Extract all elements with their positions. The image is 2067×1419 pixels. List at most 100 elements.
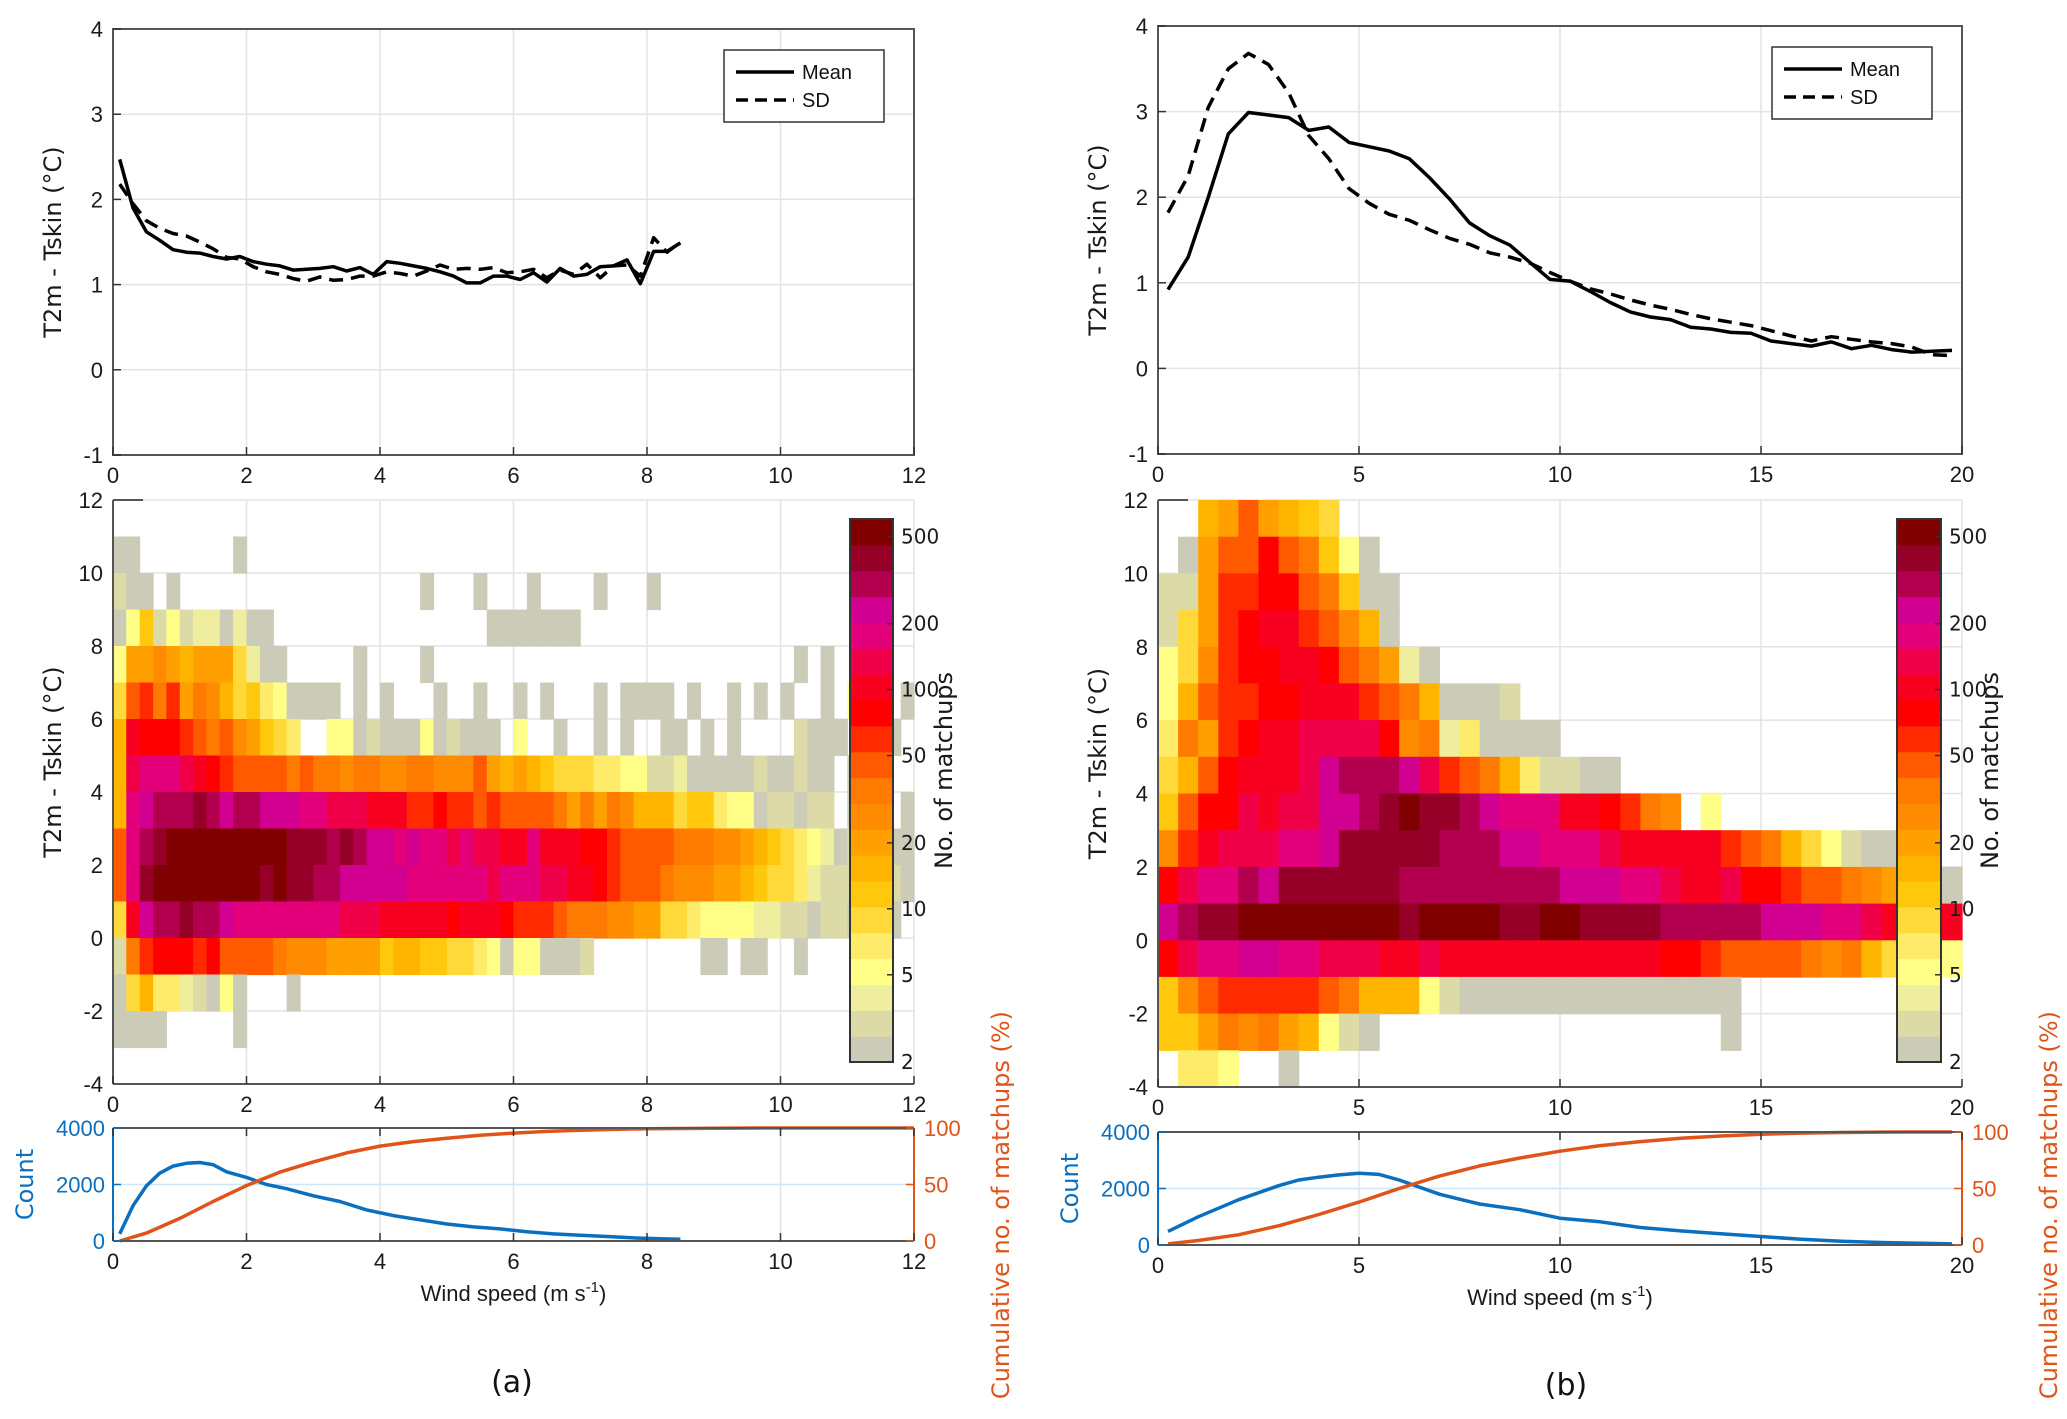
heatmap-cell	[807, 865, 822, 903]
heatmap-cell	[1640, 830, 1662, 868]
heatmap-cell	[526, 865, 541, 903]
heatmap-cell	[139, 609, 154, 647]
heatmap-cell	[593, 792, 608, 830]
heatmap-cell	[206, 682, 221, 720]
heatmap-cell	[259, 938, 274, 976]
x-tick-label: 0	[1152, 1095, 1164, 1120]
heatmap-cell	[259, 755, 274, 793]
y-tick-label: -1	[1128, 442, 1148, 467]
heatmap-cell	[1298, 720, 1320, 758]
heatmap-cell	[1519, 940, 1541, 978]
colorbar-level	[1897, 881, 1941, 908]
heatmap-cell	[1318, 646, 1340, 685]
panel-a-tag: (a)	[491, 1365, 533, 1400]
colorbar-frame	[849, 518, 894, 1063]
heatmap-cell	[1700, 830, 1722, 868]
heatmap-cell	[620, 755, 635, 793]
heatmap-cell	[113, 719, 127, 757]
colorbar-level	[850, 596, 893, 623]
heatmap-cell	[1258, 720, 1280, 758]
heatmap-cell	[1359, 536, 1380, 574]
heatmap-cell	[340, 792, 354, 830]
heatmap-cell	[1600, 976, 1621, 1015]
heatmap-cell	[1158, 1013, 1179, 1051]
heatmap-cell	[566, 828, 581, 866]
heatmap-cell	[1338, 683, 1360, 721]
heatmap-cell	[233, 1011, 248, 1049]
heatmap-cell	[580, 755, 595, 793]
colorbar-level	[850, 700, 893, 727]
heatmap-cell	[513, 792, 528, 830]
heatmap-cell	[1379, 793, 1400, 831]
heatmap-cell	[1258, 830, 1280, 868]
y-tick-label: 2	[1136, 855, 1148, 880]
heatmap-cell	[1680, 830, 1702, 868]
heatmap-cell	[460, 792, 474, 830]
heatmap-cell	[473, 719, 488, 757]
heatmap-cell	[1198, 573, 1219, 611]
heatmap-cell	[727, 901, 742, 939]
heatmap-cell	[793, 792, 808, 830]
heatmap-cell	[1680, 903, 1702, 941]
heatmap-cell	[1298, 793, 1320, 831]
heatmap-cell	[1761, 940, 1782, 978]
heatmap-cell	[1158, 866, 1179, 905]
heatmap-cell	[633, 865, 648, 903]
heatmap-cell	[273, 646, 288, 684]
x-tick-label: 12	[902, 1249, 926, 1274]
heatmap-cell	[219, 792, 234, 830]
colorbar-level	[1897, 700, 1941, 727]
heatmap-cell	[713, 792, 728, 830]
series-line-count	[1167, 1171, 1953, 1246]
heatmap-cell	[420, 792, 435, 830]
colorbar-level	[1897, 725, 1941, 753]
heatmap-cell	[1640, 903, 1662, 941]
heatmap-cell	[1519, 830, 1541, 868]
heatmap-cell	[139, 719, 154, 757]
heatmap-cell	[366, 938, 381, 976]
y-tick-label: -4	[1128, 1075, 1148, 1100]
heatmap-cell	[259, 609, 274, 647]
heatmap-cell	[1198, 793, 1219, 831]
colorbar-level	[850, 881, 893, 908]
colorbar-level	[850, 1010, 893, 1037]
heatmap-cell	[1218, 940, 1239, 978]
heatmap-cell	[1178, 866, 1199, 905]
heatmap-cell	[286, 901, 301, 939]
heatmap-cell	[299, 865, 314, 903]
heatmap-cell	[1600, 793, 1621, 831]
heatmap-cell	[593, 828, 608, 866]
heatmap-cell	[233, 828, 248, 866]
heatmap-cell	[500, 792, 515, 830]
heatmap-cell	[500, 865, 515, 903]
heatmap-cell	[1158, 976, 1179, 1015]
heatmap-cell	[513, 828, 528, 866]
heatmap-cell	[420, 573, 435, 611]
heatmap-cell	[1941, 903, 1963, 941]
heatmap-cell	[1399, 793, 1420, 831]
heatmap-cell	[313, 682, 328, 720]
heatmap-cell	[1338, 646, 1360, 685]
legend-label-sd: SD	[802, 90, 830, 112]
heatmap-cell	[780, 828, 795, 866]
x-tick-label: 10	[768, 1249, 792, 1274]
legend-box	[723, 49, 885, 123]
heatmap-cell	[1298, 500, 1320, 538]
heatmap-cell	[500, 609, 515, 647]
colorbar-level	[850, 1036, 893, 1063]
heatmap-cell	[166, 828, 181, 866]
heatmap-cell	[1338, 830, 1360, 868]
heatmap-cell	[246, 901, 261, 939]
heatmap-cell	[1359, 1013, 1380, 1051]
heatmap-cell	[1218, 610, 1239, 648]
heatmap-cell	[299, 828, 314, 866]
heatmap-cell	[1519, 866, 1541, 905]
colorbar-level	[1897, 777, 1941, 804]
x-tick-label: 20	[1950, 1253, 1974, 1278]
heatmap-cell	[353, 755, 368, 793]
colorbar-level	[850, 751, 893, 779]
heatmap-cell	[126, 1011, 141, 1049]
heatmap-cell	[1218, 976, 1239, 1015]
heatmap-cell	[1539, 866, 1561, 905]
colorbar-level	[1897, 544, 1941, 572]
